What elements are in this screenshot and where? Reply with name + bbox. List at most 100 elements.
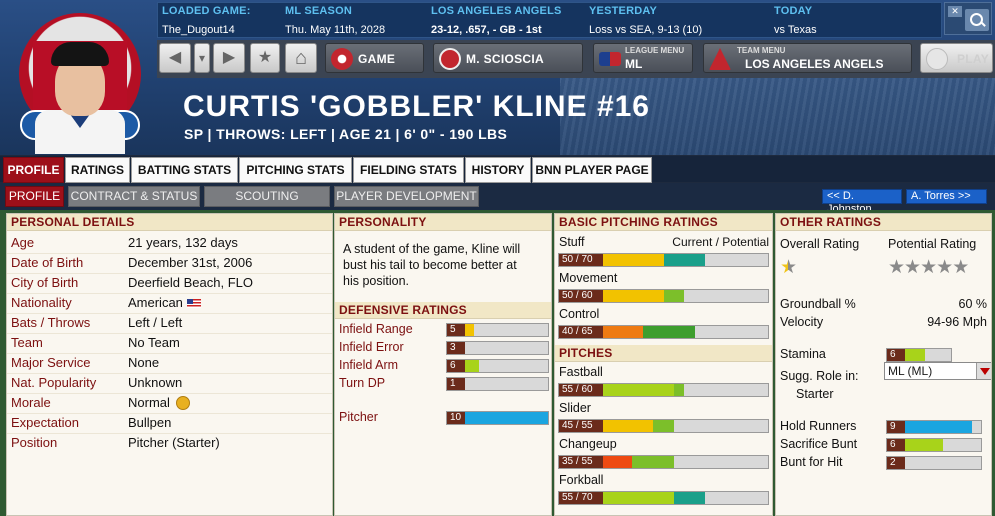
subtab-scouting-reports[interactable]: SCOUTING REPORTS [204, 186, 330, 222]
pitches-title: PITCHES [555, 345, 772, 362]
rating-value: 40 / 65 [559, 326, 603, 338]
tab-pitching-stats[interactable]: PITCHING STATS [239, 157, 352, 183]
personal-value: Unknown [128, 375, 183, 390]
rating-fill [905, 421, 972, 433]
subtab-contract-status[interactable]: CONTRACT & STATUS [68, 186, 200, 207]
player-tabs: PROFILE RATINGS BATTING STATS PITCHING S… [0, 156, 995, 183]
us-flag-icon [186, 299, 201, 308]
star-icon[interactable]: ★ [250, 43, 280, 73]
player-jersey [35, 110, 125, 154]
pitching-rating-bar: 50 / 70 [558, 253, 769, 267]
home-icon[interactable]: ⌂ [285, 43, 317, 73]
tab-fielding-stats[interactable]: FIELDING STATS [353, 157, 464, 183]
subtab-profile[interactable]: PROFILE [5, 186, 64, 207]
row-divider [7, 353, 332, 354]
team-menu-button[interactable]: TEAM MENU LOS ANGELES ANGELS [703, 43, 912, 73]
player-name: CURTIS 'GOBBLER' KLINE #16 [183, 90, 650, 123]
tab-profile[interactable]: PROFILE [3, 157, 64, 183]
next-player-link[interactable]: A. Torres >> [906, 189, 987, 204]
personal-label: Morale [11, 395, 51, 410]
personal-label: Date of Birth [11, 255, 84, 270]
history-dropdown-button[interactable]: ▾ [194, 43, 210, 73]
personal-details-panel: PERSONAL DETAILS Age 21 years, 132 days Da… [6, 213, 333, 516]
close-icon[interactable]: ✕ [948, 6, 962, 17]
player-photo [18, 12, 142, 154]
info-yesterday: YESTERDAY Loss vs SEA, 9-13 (10) [589, 5, 703, 36]
tab-batting-stats[interactable]: BATTING STATS [131, 157, 238, 183]
personal-label: Expectation [11, 415, 79, 430]
rating-value: 35 / 55 [559, 456, 603, 468]
personal-value: Normal [128, 395, 190, 410]
rating-value: 45 / 55 [559, 420, 603, 432]
defense-label: Infield Arm [339, 358, 399, 372]
rating-value: 3 [447, 342, 465, 354]
personal-label: Major Service [11, 355, 91, 370]
tab-bnn-player-page[interactable]: BNN PLAYER PAGE [532, 157, 652, 183]
personal-value: Bullpen [128, 415, 172, 430]
row-divider [7, 333, 332, 334]
pitch-label: Changeup [559, 437, 617, 451]
pitch-label: Fastball [559, 365, 603, 379]
defense-rating-bar: 6 [446, 359, 549, 373]
pitcher-defense-bar: 10 [446, 411, 549, 425]
personal-label: Position [11, 435, 58, 450]
tab-ratings[interactable]: RATINGS [65, 157, 130, 183]
row-divider [7, 373, 332, 374]
manager-button[interactable]: M. SCIOSCIA [433, 43, 583, 73]
row-divider [7, 413, 332, 414]
row-divider [7, 313, 332, 314]
row-divider [7, 273, 332, 274]
rating-value: 9 [887, 421, 905, 433]
pitch-rating-bar: 45 / 55 [558, 419, 769, 433]
player-summary: SP | THROWS: LEFT | AGE 21 | 6' 0" - 190… [184, 126, 508, 142]
rating-value: 50 / 70 [559, 254, 603, 266]
back-button[interactable]: ◀ [159, 43, 191, 73]
league-menu-button[interactable]: LEAGUE MENU ML [593, 43, 693, 73]
profile-content: PERSONAL DETAILS Age 21 years, 132 days Da… [0, 210, 995, 516]
rating-value: 10 [447, 412, 465, 424]
potential-rating-label: Potential Rating [888, 237, 977, 251]
personal-label: Team [11, 335, 43, 350]
personal-value: Deerfield Beach, FLO [128, 275, 254, 290]
pitch-label: Forkball [559, 473, 604, 487]
row-divider [7, 253, 332, 254]
chevron-down-icon[interactable] [976, 363, 991, 379]
info-season: ML SEASON Thu. May 11th, 2028 [285, 5, 386, 36]
personal-details-title: PERSONAL DETAILS [7, 214, 332, 231]
other-rating-label: Bunt for Hit [780, 455, 843, 469]
rating-value: 5 [447, 324, 465, 336]
subtab-player-development[interactable]: PLAYER DEVELOPMENT [334, 186, 479, 207]
other-rating-bar: 2 [886, 456, 982, 470]
game-button[interactable]: GAME [325, 43, 424, 73]
rating-star-icon: ★ [904, 257, 921, 278]
stamina-bar: 6 [886, 348, 952, 362]
pitcher-defense-label: Pitcher [339, 410, 378, 424]
other-rating-bar: 6 [886, 438, 982, 452]
row-divider [7, 433, 332, 434]
personal-value: Pitcher (Starter) [128, 435, 220, 450]
personal-label: Age [11, 235, 35, 250]
groundball-value: 60 % [958, 297, 988, 311]
pitching-rating-label: Control [559, 307, 600, 321]
rating-value: 6 [887, 439, 905, 451]
search-box[interactable]: ✕ [944, 2, 992, 35]
rating-value: 6 [447, 360, 465, 372]
basic-pitching-title: BASIC PITCHING RATINGS [555, 214, 772, 231]
defense-rating-bar: 5 [446, 323, 549, 337]
rating-value: 2 [887, 457, 905, 469]
play-button[interactable]: PLAY [920, 43, 993, 73]
nav-bar: ◀ ▾ ▶ ★ ⌂ GAME M. SCIOSCIA LEAGUE MENU M… [157, 40, 995, 78]
tab-history[interactable]: HISTORY [465, 157, 531, 183]
rating-star-icon: ★ [952, 257, 969, 278]
forward-button[interactable]: ▶ [213, 43, 245, 73]
rating-fill [465, 412, 548, 424]
personal-label: City of Birth [11, 275, 79, 290]
personality-panel: PERSONALITY A student of the game, Kline… [334, 213, 552, 516]
search-icon[interactable] [965, 9, 989, 31]
player-cap [51, 42, 109, 66]
game-globe-icon [331, 48, 353, 70]
rating-fill [905, 439, 943, 451]
role-league-select[interactable]: ML (ML) [884, 362, 991, 380]
previous-player-link[interactable]: << D. Johnston [822, 189, 902, 215]
personal-value: 21 years, 132 days [128, 235, 238, 250]
